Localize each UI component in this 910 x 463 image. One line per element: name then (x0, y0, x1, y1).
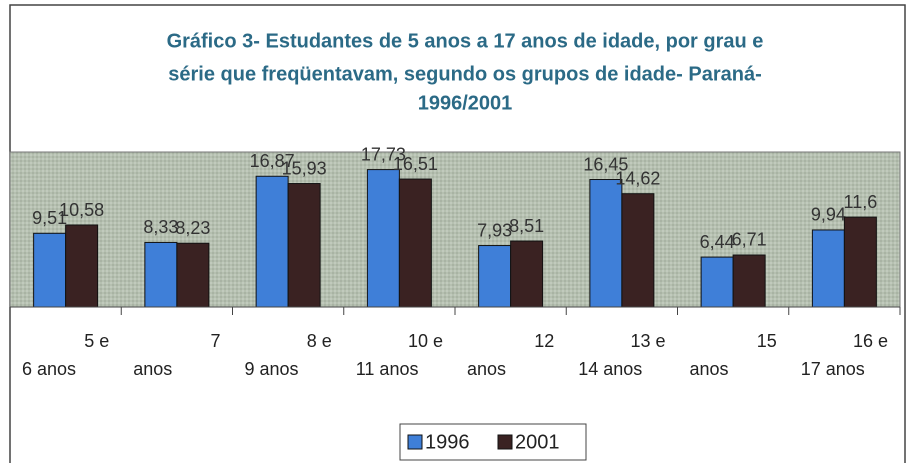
x-tick-label: anos (133, 359, 172, 379)
x-tick-label: 13 e (630, 331, 665, 351)
x-tick-label: 15 (757, 331, 777, 351)
bar (176, 242, 210, 308)
value-label: 16,45 (583, 154, 628, 174)
x-tick-label: 10 e (408, 331, 443, 351)
value-label: 15,93 (282, 158, 327, 178)
value-label: 6,71 (732, 230, 767, 250)
x-tick-label: 14 anos (578, 359, 642, 379)
value-label: 7,93 (477, 220, 512, 240)
bar (287, 183, 321, 308)
bar (255, 175, 289, 308)
x-tick-label: 17 anos (801, 359, 865, 379)
x-tick-label: anos (467, 359, 506, 379)
chart-title: série que freqüentavam, segundo os grupo… (168, 63, 761, 85)
value-label: 8,23 (175, 218, 210, 238)
legend-label: 1996 (425, 431, 470, 453)
bar (478, 245, 512, 308)
chart-title: Gráfico 3- Estudantes de 5 anos a 17 ano… (167, 30, 764, 52)
value-label: 8,51 (509, 216, 544, 236)
x-tick-label: 16 e (853, 331, 888, 351)
legend-swatch (497, 434, 513, 450)
x-tick-label: 9 anos (245, 359, 299, 379)
value-label: 8,33 (143, 217, 178, 237)
bar (398, 178, 432, 308)
bar (510, 240, 544, 308)
bar (621, 193, 655, 308)
value-label: 11,6 (844, 192, 878, 212)
x-tick-label: 7 (210, 331, 220, 351)
bar (65, 224, 99, 308)
bar (366, 169, 400, 308)
value-label: 6,44 (700, 232, 735, 252)
value-label: 17,73 (361, 144, 406, 164)
value-label: 16,51 (393, 154, 438, 174)
bar (33, 232, 67, 308)
x-tick-label: 5 e (84, 331, 109, 351)
bar (732, 254, 766, 308)
bar (843, 216, 877, 308)
x-tick-label: 8 e (307, 331, 332, 351)
x-tick-label: 12 (534, 331, 554, 351)
legend (399, 423, 587, 461)
x-tick-label: 6 anos (22, 359, 76, 379)
bar (144, 241, 178, 308)
bar (811, 229, 845, 308)
legend-label: 2001 (515, 431, 560, 453)
bar (589, 179, 623, 308)
x-tick-label: anos (690, 359, 729, 379)
value-label: 9,94 (811, 205, 846, 225)
legend-swatch (407, 434, 423, 450)
bar (700, 256, 734, 308)
value-label: 16,87 (250, 151, 295, 171)
value-label: 10,58 (59, 200, 104, 220)
x-tick-label: 11 anos (356, 359, 419, 379)
value-label: 14,62 (615, 168, 660, 188)
value-label: 9,51 (32, 208, 67, 228)
chart-title: 1996/2001 (418, 92, 513, 114)
